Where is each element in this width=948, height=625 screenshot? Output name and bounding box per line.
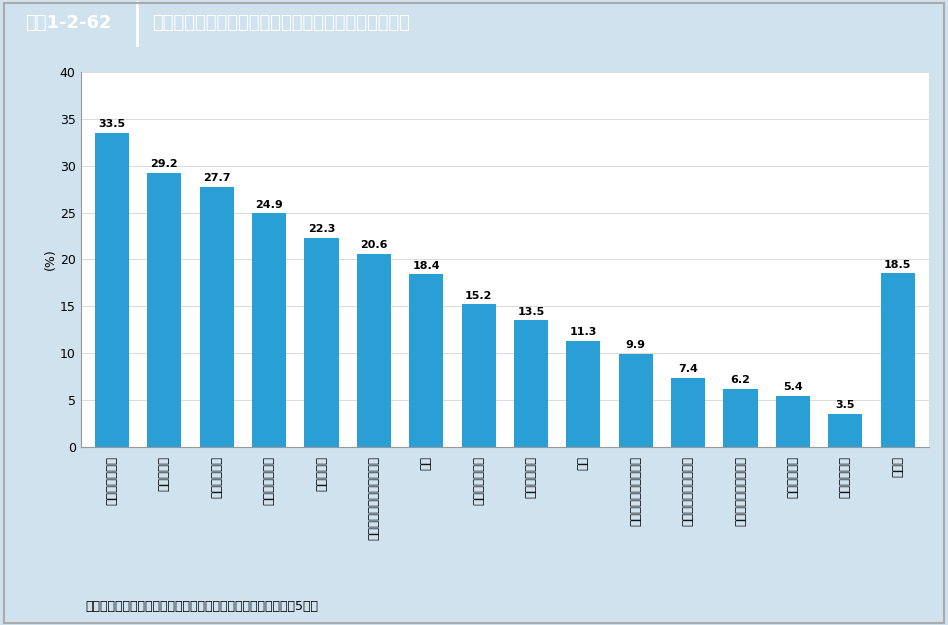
Text: 健康上の理由（体力含む）: 健康上の理由（体力含む）	[368, 456, 380, 540]
Text: 仕事量が多い: 仕事量が多い	[210, 456, 223, 498]
Text: 11.3: 11.3	[570, 328, 597, 338]
Text: 保育士として就業した者が退職した理由（複数回答）: 保育士として就業した者が退職した理由（複数回答）	[152, 14, 410, 32]
Bar	[200, 188, 234, 447]
Bar	[566, 341, 600, 447]
Text: 18.4: 18.4	[412, 261, 440, 271]
Text: 22.3: 22.3	[308, 224, 336, 234]
Bar	[881, 274, 915, 447]
Text: 27.7: 27.7	[203, 173, 230, 184]
Text: 給料が安い: 給料が安い	[158, 456, 171, 491]
Text: 5.4: 5.4	[783, 382, 803, 392]
Bar	[147, 173, 181, 447]
Text: 図表1-2-62: 図表1-2-62	[26, 14, 112, 32]
Text: 妊娠・出産: 妊娠・出産	[315, 456, 328, 491]
Bar	[514, 320, 548, 447]
Text: 33.5: 33.5	[99, 119, 125, 129]
Text: 7.4: 7.4	[678, 364, 698, 374]
Text: 9.9: 9.9	[626, 340, 646, 350]
Bar	[252, 213, 286, 447]
Bar	[95, 132, 129, 447]
Text: 他業種への興味: 他業種への興味	[472, 456, 485, 505]
Text: 職業適性に対する不安: 職業適性に対する不安	[629, 456, 642, 526]
Text: 18.5: 18.5	[884, 260, 911, 270]
Text: 結婚: 結婚	[420, 456, 432, 470]
Bar	[356, 254, 391, 447]
Text: その他: その他	[891, 456, 904, 477]
Y-axis label: (%): (%)	[44, 249, 57, 270]
Bar	[671, 378, 705, 447]
Text: 配偶者の意向: 配偶者の意向	[839, 456, 851, 498]
Text: 15.2: 15.2	[465, 291, 492, 301]
Bar	[619, 354, 653, 447]
Text: 職場の人間関係: 職場の人間関係	[105, 456, 118, 505]
Text: 13.5: 13.5	[518, 306, 544, 316]
Text: 転居: 転居	[577, 456, 590, 470]
Bar	[410, 274, 444, 447]
Bar	[304, 238, 338, 447]
Text: 資料：東京都福祉保健局「東京都保育士実態調査」（令和元年5月）: 資料：東京都福祉保健局「東京都保育士実態調査」（令和元年5月）	[85, 600, 319, 612]
Text: 労働時間が長い: 労働時間が長い	[263, 456, 276, 505]
Text: 24.9: 24.9	[255, 200, 283, 210]
Text: 6.2: 6.2	[731, 375, 751, 385]
Bar	[462, 304, 496, 447]
Text: 家族の事情（介護等）: 家族の事情（介護等）	[734, 456, 747, 526]
Bar	[829, 414, 863, 447]
Bar	[723, 389, 757, 447]
Bar	[775, 396, 810, 447]
Text: 20.6: 20.6	[360, 240, 388, 250]
Text: 子育て・家事: 子育て・家事	[524, 456, 538, 498]
Text: 保護者対応等の大変さ: 保護者対応等の大変さ	[682, 456, 695, 526]
Text: 29.2: 29.2	[151, 159, 178, 169]
Text: 雇用期間満了: 雇用期間満了	[787, 456, 799, 498]
Text: 3.5: 3.5	[835, 401, 855, 411]
